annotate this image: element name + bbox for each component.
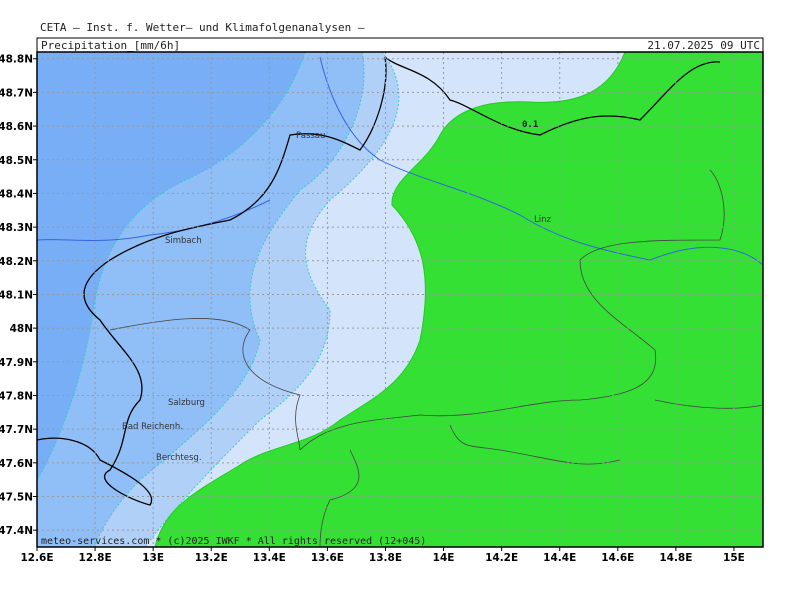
- y-tick-label: 48.6N: [0, 121, 33, 133]
- y-tick-label: 48.5N: [0, 155, 33, 167]
- contour-label: 0.1: [522, 120, 538, 130]
- admin-lines: [109, 169, 763, 547]
- precip-green: [154, 52, 763, 547]
- y-tick-label: 48.2N: [0, 256, 33, 268]
- x-tick-label: 14E: [433, 552, 455, 564]
- y-tick-label: 47.5N: [0, 491, 33, 503]
- x-tick-label: 13.4E: [253, 552, 286, 564]
- x-tick-label: 13.8E: [369, 552, 402, 564]
- y-tick-label: 48.8N: [0, 54, 33, 66]
- field-label: Precipitation_[mm/6h]: [41, 39, 180, 52]
- precip-fields: [37, 52, 763, 547]
- borders: [37, 56, 721, 506]
- y-tick-label: 48.3N: [0, 222, 33, 234]
- x-tick-label: 13.6E: [311, 552, 344, 564]
- y-tick-label: 47.6N: [0, 458, 33, 470]
- x-tick-label: 12.6E: [20, 552, 53, 564]
- place-label: Berchtesg.: [156, 453, 202, 463]
- y-tick-label: 48.1N: [0, 289, 33, 301]
- y-tick-label: 47.8N: [0, 390, 33, 402]
- y-tick-label: 48.4N: [0, 188, 33, 200]
- footer: meteo-services.com * (c)2025 IWKF * All …: [41, 536, 426, 547]
- x-tick-label: 12.8E: [79, 552, 112, 564]
- valid-time: 21.07.2025 09 UTC: [647, 39, 760, 52]
- y-tick-label: 47.4N: [0, 525, 33, 537]
- place-label: Salzburg: [168, 398, 205, 408]
- x-tick-label: 14.8E: [659, 552, 692, 564]
- y-tick-label: 47.9N: [0, 357, 33, 369]
- place-label: Simbach: [165, 236, 202, 246]
- x-tick-label: 14.2E: [485, 552, 518, 564]
- grid: [36, 52, 763, 547]
- x-tick-label: 13E: [142, 552, 164, 564]
- place-label: Passau: [296, 131, 325, 141]
- y-tick-label: 48.7N: [0, 87, 33, 99]
- y-tick-label: 48N: [10, 323, 33, 335]
- header-title: CETA — Inst. f. Wetter— und Klimafolgena…: [40, 21, 365, 34]
- place-label: Bad Reichenh.: [122, 422, 183, 432]
- x-tick-label: 14.6E: [601, 552, 634, 564]
- map-frame: [36, 51, 764, 548]
- x-tick-label: 14.4E: [543, 552, 576, 564]
- x-tick-label: 15E: [723, 552, 745, 564]
- y-tick-label: 47.7N: [0, 424, 33, 436]
- place-label: Linz: [534, 215, 551, 225]
- x-tick-label: 13.2E: [195, 552, 228, 564]
- rivers: [37, 56, 763, 266]
